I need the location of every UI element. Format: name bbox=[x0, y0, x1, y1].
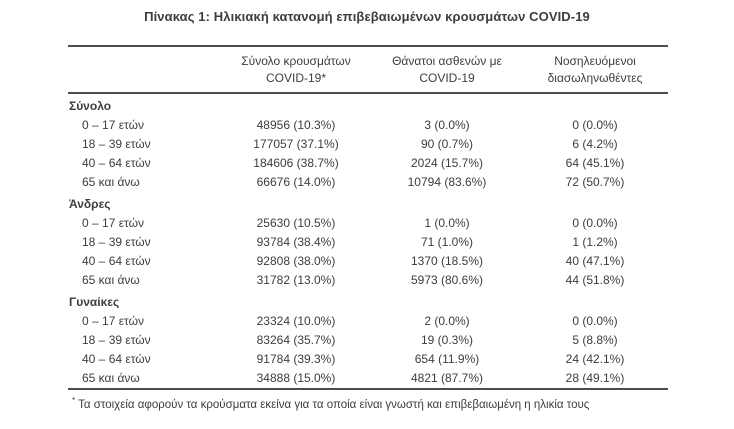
table-row: 18 – 39 ετών 93784 (38.4%) 71 (1.0%) 1 (… bbox=[68, 233, 668, 252]
deaths-cell: 1370 (18.5%) bbox=[410, 254, 484, 268]
deaths-cell: 2024 (15.7%) bbox=[410, 156, 484, 170]
deaths-cell: 1 (0.0%) bbox=[424, 216, 470, 230]
age-cell: 40 – 64 ετών bbox=[82, 156, 151, 170]
cases-cell: 83264 (35.7%) bbox=[256, 333, 336, 347]
section-row-women: Γυναίκες bbox=[68, 290, 668, 312]
age-cell: 65 και άνω bbox=[82, 175, 140, 189]
section-label: Άνδρες bbox=[69, 197, 111, 211]
age-cell: 65 και άνω bbox=[82, 273, 140, 287]
intubated-cell: 5 (8.8%) bbox=[572, 333, 618, 347]
cases-cell: 66676 (14.0%) bbox=[256, 175, 336, 189]
section-label: Σύνολο bbox=[69, 99, 112, 113]
table-footnote: * Τα στοιχεία αφορούν τα κρούσματα εκείνα… bbox=[68, 393, 668, 413]
table-row: 65 και άνω 66676 (14.0%) 10794 (83.6%) 7… bbox=[68, 173, 668, 192]
deaths-cell: 10794 (83.6%) bbox=[407, 175, 487, 189]
deaths-cell: 654 (11.9%) bbox=[414, 352, 480, 366]
intubated-cell: 0 (0.0%) bbox=[572, 118, 618, 132]
intubated-cell: 64 (45.1%) bbox=[565, 156, 625, 170]
age-cell: 18 – 39 ετών bbox=[82, 333, 151, 347]
table-header: Σύνολο κρουσμάτων COVID-19* Θάνατοι ασθε… bbox=[68, 46, 668, 93]
deaths-cell: 2 (0.0%) bbox=[424, 314, 470, 328]
table-row: 0 – 17 ετών 23324 (10.0%) 2 (0.0%) 0 (0.… bbox=[68, 312, 668, 331]
col-header-intubated-line2: διασωληνωθέντες bbox=[547, 71, 643, 85]
footnote-asterisk: * bbox=[72, 396, 76, 405]
intubated-cell: 44 (51.8%) bbox=[565, 273, 625, 287]
table-row: 18 – 39 ετών 177057 (37.1%) 90 (0.7%) 6 … bbox=[68, 135, 668, 154]
col-header-cases-line2: COVID-19* bbox=[265, 71, 327, 85]
age-cell: 0 – 17 ετών bbox=[82, 216, 144, 230]
col-header-deaths: Θάνατοι ασθενών με COVID-19 bbox=[372, 46, 522, 93]
intubated-cell: 72 (50.7%) bbox=[565, 175, 625, 189]
deaths-cell: 4821 (87.7%) bbox=[410, 371, 484, 385]
intubated-cell: 0 (0.0%) bbox=[572, 216, 618, 230]
deaths-cell: 90 (0.7%) bbox=[420, 137, 474, 151]
covid-age-distribution-table: Σύνολο κρουσμάτων COVID-19* Θάνατοι ασθε… bbox=[68, 45, 668, 390]
col-header-age bbox=[68, 46, 220, 93]
cases-cell: 31782 (13.0%) bbox=[256, 273, 336, 287]
table-title: Πίνακας 1: Ηλικιακή κατανομή επιβεβαιωμέ… bbox=[144, 9, 590, 24]
intubated-cell: 1 (1.2%) bbox=[572, 235, 618, 249]
section-label: Γυναίκες bbox=[69, 295, 120, 309]
cases-cell: 91784 (39.3%) bbox=[256, 352, 336, 366]
table-row: 65 και άνω 34888 (15.0%) 4821 (87.7%) 28… bbox=[68, 369, 668, 389]
table-row: 40 – 64 ετών 91784 (39.3%) 654 (11.9%) 2… bbox=[68, 350, 668, 369]
age-cell: 40 – 64 ετών bbox=[82, 352, 151, 366]
col-header-intubated-line1: Νοσηλευόμενοι bbox=[554, 54, 636, 68]
footnote-text: Τα στοιχεία αφορούν τα κρούσματα εκείνα … bbox=[78, 398, 590, 411]
cases-cell: 184606 (38.7%) bbox=[253, 156, 339, 170]
age-cell: 18 – 39 ετών bbox=[82, 137, 151, 151]
cases-cell: 177057 (37.1%) bbox=[253, 137, 339, 151]
col-header-deaths-line1: Θάνατοι ασθενών με bbox=[392, 54, 502, 68]
col-header-intubated: Νοσηλευόμενοι διασωληνωθέντες bbox=[522, 46, 668, 93]
deaths-cell: 3 (0.0%) bbox=[424, 118, 470, 132]
table-row: 0 – 17 ετών 25630 (10.5%) 1 (0.0%) 0 (0.… bbox=[68, 214, 668, 233]
deaths-cell: 19 (0.3%) bbox=[420, 333, 474, 347]
intubated-cell: 28 (49.1%) bbox=[565, 371, 625, 385]
cases-cell: 23324 (10.0%) bbox=[256, 314, 336, 328]
intubated-cell: 0 (0.0%) bbox=[572, 314, 618, 328]
intubated-cell: 40 (47.1%) bbox=[565, 254, 625, 268]
cases-cell: 48956 (10.3%) bbox=[256, 118, 336, 132]
intubated-cell: 6 (4.2%) bbox=[572, 137, 618, 151]
age-cell: 40 – 64 ετών bbox=[82, 254, 151, 268]
age-cell: 18 – 39 ετών bbox=[82, 235, 151, 249]
table-row: 0 – 17 ετών 48956 (10.3%) 3 (0.0%) 0 (0.… bbox=[68, 116, 668, 135]
col-header-cases: Σύνολο κρουσμάτων COVID-19* bbox=[220, 46, 372, 93]
deaths-cell: 71 (1.0%) bbox=[420, 235, 474, 249]
cases-cell: 93784 (38.4%) bbox=[256, 235, 336, 249]
table-row: 40 – 64 ετών 92808 (38.0%) 1370 (18.5%) … bbox=[68, 252, 668, 271]
table-body: Σύνολο 0 – 17 ετών 48956 (10.3%) 3 (0.0%… bbox=[68, 93, 668, 389]
intubated-cell: 24 (42.1%) bbox=[565, 352, 625, 366]
section-row-total: Σύνολο bbox=[68, 93, 668, 116]
age-cell: 0 – 17 ετών bbox=[82, 118, 144, 132]
col-header-cases-line1: Σύνολο κρουσμάτων bbox=[241, 54, 351, 68]
age-cell: 0 – 17 ετών bbox=[82, 314, 144, 328]
table-row: 65 και άνω 31782 (13.0%) 5973 (80.6%) 44… bbox=[68, 271, 668, 290]
cases-cell: 92808 (38.0%) bbox=[256, 254, 336, 268]
cases-cell: 34888 (15.0%) bbox=[256, 371, 336, 385]
section-row-men: Άνδρες bbox=[68, 192, 668, 214]
col-header-deaths-line2: COVID-19 bbox=[419, 71, 475, 85]
table-row: 40 – 64 ετών 184606 (38.7%) 2024 (15.7%)… bbox=[68, 154, 668, 173]
age-cell: 65 και άνω bbox=[82, 371, 140, 385]
table-row: 18 – 39 ετών 83264 (35.7%) 19 (0.3%) 5 (… bbox=[68, 331, 668, 350]
deaths-cell: 5973 (80.6%) bbox=[410, 273, 484, 287]
cases-cell: 25630 (10.5%) bbox=[256, 216, 336, 230]
